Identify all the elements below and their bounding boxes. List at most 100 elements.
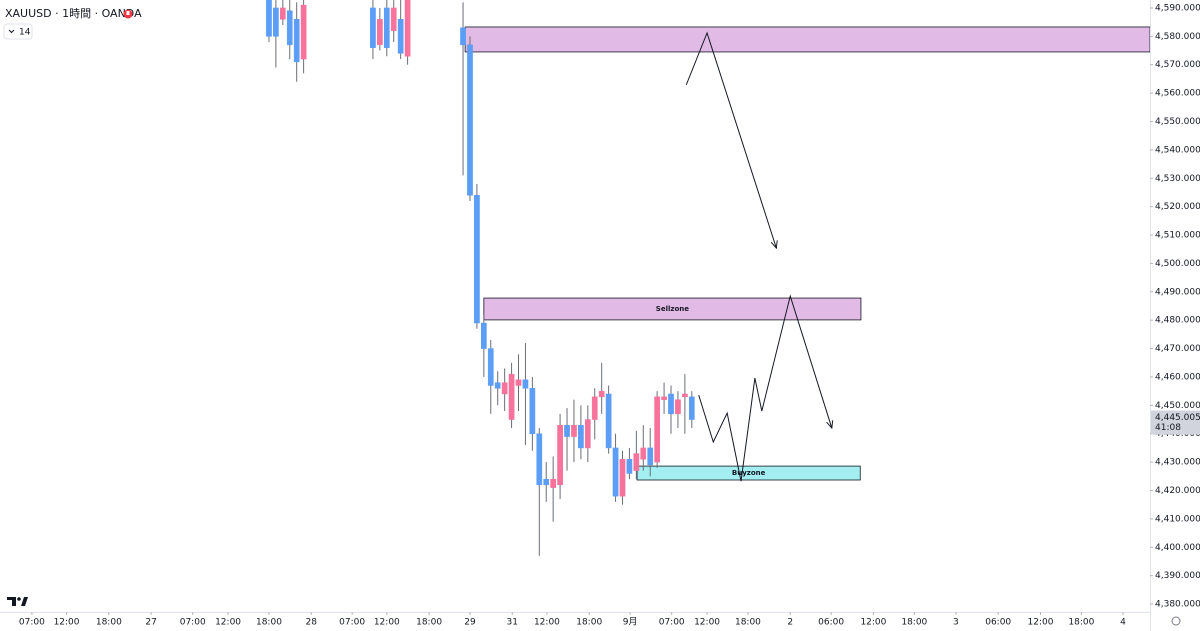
y-tick-label: 4,400.000 [1155,543,1200,553]
axes: 4,590.000 4,580.000 4,570.000 4,560.000 4,55… [19,3,1200,628]
y-tick-label: 4,530.000 [1155,174,1200,184]
y-tick-label: 4,560.000 [1155,89,1200,99]
candle-body [467,44,473,196]
last-price-label: 4,445.005 [1155,413,1200,423]
indicator-chevron[interactable] [8,29,15,34]
candle-body [460,27,466,46]
candle-body [529,388,536,434]
candle-body [494,382,501,389]
candle-body [647,447,654,466]
x-tick-label: 12:00 [215,618,241,628]
y-tick-label: 4,430.000 [1155,458,1200,468]
y-tick-label: 4,510.000 [1155,231,1200,241]
x-tick-label: 18:00 [1068,618,1094,628]
candle-body [612,447,619,497]
candle-body [480,322,487,349]
candle-body [293,19,300,63]
candle-body [598,390,605,398]
x-tick-label: 29 [464,618,476,628]
projection-path [698,294,832,482]
x-tick-label: 12:00 [54,618,80,628]
x-tick-label: 4 [1120,618,1126,628]
y-tick-label: 4,420.000 [1155,486,1200,496]
x-tick-label: 06:00 [818,618,844,628]
candle-body [619,459,626,497]
y-tick-label: 4,410.000 [1155,514,1200,524]
alert-icon-mark [126,11,130,15]
x-tick-label: 12:00 [1028,618,1054,628]
candle-body [487,348,494,386]
y-tick-label: 4,390.000 [1155,571,1200,581]
x-tick-label: 18:00 [735,618,761,628]
x-tick-label: 9月 [623,617,638,628]
y-tick-label: 4,470.000 [1155,344,1200,354]
y-tick-label: 4,490.000 [1155,287,1200,297]
candle-body [550,478,557,488]
y-tick-label: 4,590.000 [1155,3,1200,13]
candle-body [286,10,293,46]
x-tick-label: 12:00 [860,618,886,628]
zone [483,297,862,321]
countdown-label: 41:08 [1155,423,1181,433]
candle-body [688,396,695,420]
symbol-title: XAUUSD · 1時間 · OANDA [5,7,142,20]
candle-body [522,379,529,389]
candle-body [578,424,584,449]
x-tick-label: 18:00 [576,618,602,628]
candle-body [536,433,543,486]
x-tick-label: 3 [953,618,959,628]
zone-label: Sellzone [656,305,689,313]
x-tick-label: 31 [507,618,518,628]
candle-body [584,419,591,449]
tradingview-logo [7,597,28,606]
candle-body [377,19,383,46]
y-tick-label: 4,570.000 [1155,60,1200,70]
y-tick-label: 4,500.000 [1155,259,1200,269]
y-tick-label: 4,380.000 [1155,600,1200,610]
candle-body [591,396,598,420]
zone-label: Buyzone [732,469,766,477]
y-tick-label: 4,580.000 [1155,32,1200,42]
x-tick-label: 18:00 [416,618,442,628]
candle-body [640,447,647,460]
candle-body [557,424,563,486]
x-tick-label: 07:00 [180,618,206,628]
candle-body [661,396,667,400]
y-tick-label: 4,450.000 [1155,401,1200,411]
candle-body [668,393,674,415]
indicator-box[interactable] [3,23,33,40]
x-tick-label: 07:00 [659,618,685,628]
candle-body [279,7,286,20]
x-tick-label: 12:00 [374,618,400,628]
x-tick-label: 27 [145,618,156,628]
candle-body [605,393,612,449]
candle-body [397,19,404,54]
indicator-value: 14 [19,28,31,38]
candle-body [370,7,376,48]
candle-body [404,0,411,57]
x-tick-label: 18:00 [256,618,282,628]
candle-body [266,0,272,37]
y-tick-label: 4,460.000 [1155,372,1200,382]
y-tick-label: 4,550.000 [1155,117,1200,127]
candle-body [626,459,633,474]
candle-body [633,453,640,471]
candle-body [390,7,397,31]
x-tick-label: 28 [306,618,318,628]
x-tick-label: 12:00 [694,618,720,628]
settings-icon[interactable] [1171,616,1181,626]
x-tick-label: 07:00 [339,618,365,628]
x-tick-label: 06:00 [985,618,1011,628]
x-tick-label: 2 [787,618,793,628]
candle-body [675,399,681,415]
projection-path [685,31,776,248]
zone [464,26,1150,53]
candle-body [682,393,688,398]
candle-body [571,424,577,437]
zone [636,465,861,481]
plot-area: Sellzone Buyzone [266,0,1150,556]
candle-body [564,424,570,437]
candle-body [508,373,515,420]
candle-body [474,195,480,324]
